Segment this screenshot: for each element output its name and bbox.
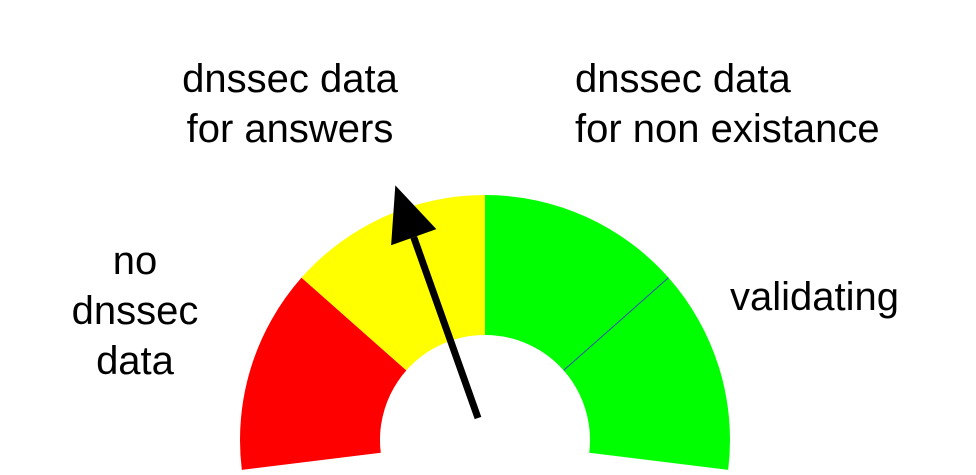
gauge-segments — [240, 195, 730, 470]
gauge-dividers — [563, 277, 669, 371]
gauge-segment-dnssec-data-for-answers — [301, 195, 485, 371]
label-line: no — [112, 239, 158, 283]
gauge-segment-validating — [563, 277, 730, 470]
label-line: data — [96, 339, 174, 383]
label-dnssec-data-for-non-existance: dnssec data for non existance — [575, 54, 880, 154]
label-line: dnssec data — [575, 57, 791, 101]
label-no-dnssec-data: no dnssec data — [50, 236, 220, 386]
label-dnssec-data-for-answers: dnssec data for answers — [140, 54, 440, 154]
label-line: validating — [730, 275, 900, 319]
gauge-segment-dnssec-data-for-non-existance — [485, 195, 669, 371]
gauge-needle — [391, 185, 482, 420]
gauge-segment-divider — [563, 277, 669, 371]
gauge-segment-no-dnssec-data — [240, 277, 407, 470]
label-line: for answers — [186, 107, 394, 151]
label-validating: validating — [730, 272, 899, 322]
needle-shaft — [410, 235, 482, 420]
label-line: dnssec — [71, 289, 199, 333]
label-line: for non existance — [575, 107, 880, 151]
needle-arrowhead — [391, 185, 437, 246]
label-line: dnssec data — [182, 57, 398, 101]
